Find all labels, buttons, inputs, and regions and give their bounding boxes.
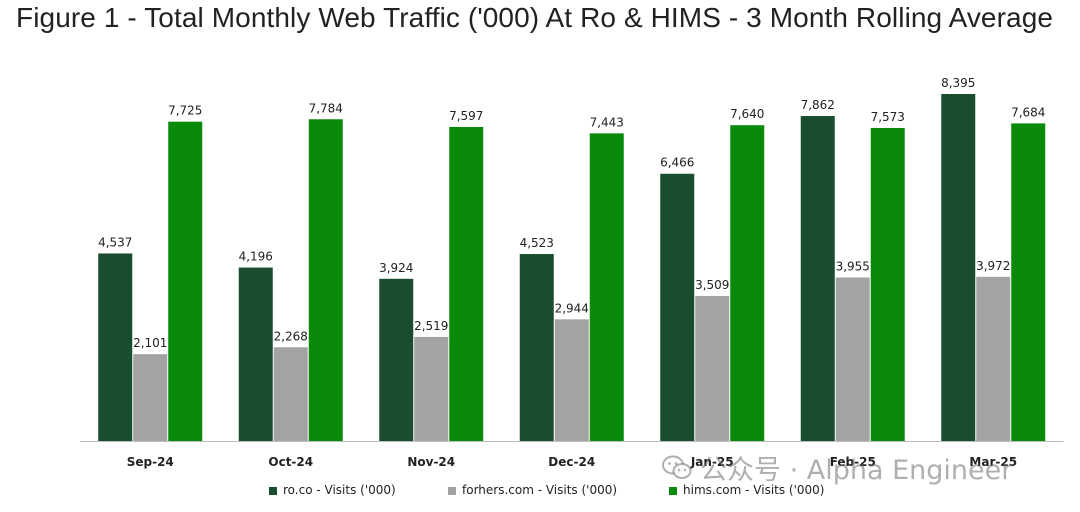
legend-label: hims.com - Visits ('000) <box>683 483 825 497</box>
bar-ro-co-feb-25 <box>800 116 835 441</box>
bar-forhers-com-dec-24 <box>554 319 589 441</box>
bar-hims-com-oct-24 <box>308 119 343 441</box>
data-label: 7,640 <box>730 107 764 121</box>
data-label: 2,268 <box>274 329 308 343</box>
legend-swatch <box>669 487 677 495</box>
bar-hims-com-dec-24 <box>589 133 624 441</box>
x-tick-label: Oct-24 <box>268 455 313 469</box>
x-tick-label: Sep-24 <box>127 455 174 469</box>
legend-label: forhers.com - Visits ('000) <box>462 483 617 497</box>
data-label: 6,466 <box>660 156 694 170</box>
data-label: 4,537 <box>98 235 132 249</box>
data-label: 2,519 <box>414 319 448 333</box>
data-label: 7,443 <box>590 115 624 129</box>
legend-swatch <box>269 487 277 495</box>
data-label: 2,944 <box>555 301 589 315</box>
category-labels-layer: Sep-24 Oct-24 Nov-24 Dec-24 Jan-25 Feb-25 Mar-… <box>127 455 1017 469</box>
data-label: 7,684 <box>1011 105 1045 119</box>
data-label: 4,523 <box>520 236 554 250</box>
legend-item-forhers-com: forhers.com - Visits ('000) <box>448 483 617 497</box>
bar-forhers-com-jan-25 <box>695 295 730 441</box>
data-label: 7,784 <box>309 101 343 115</box>
bar-hims-com-nov-24 <box>449 126 484 442</box>
data-label: 8,395 <box>941 76 975 90</box>
bar-forhers-com-nov-24 <box>414 336 449 441</box>
data-label: 4,196 <box>239 250 273 264</box>
legend: ro.co - Visits ('000) forhers.com - Visit… <box>269 483 825 497</box>
data-label: 7,573 <box>871 110 905 124</box>
x-tick-label: Jan-25 <box>690 455 734 469</box>
data-label: 3,509 <box>695 278 729 292</box>
bar-hims-com-sep-24 <box>168 121 203 442</box>
x-tick-label: Feb-25 <box>830 455 876 469</box>
data-label: 7,725 <box>168 104 202 118</box>
bar-forhers-com-feb-25 <box>835 277 870 441</box>
data-label: 3,955 <box>836 260 870 274</box>
data-label: 3,924 <box>379 261 413 275</box>
bar-hims-com-mar-25 <box>1011 123 1046 442</box>
bar-ro-co-nov-24 <box>379 278 414 441</box>
bar-ro-co-oct-24 <box>238 267 273 441</box>
chart-title: Figure 1 - Total Monthly Web Traffic ('0… <box>16 2 1054 33</box>
bar-ro-co-jan-25 <box>660 173 695 442</box>
bar-ro-co-mar-25 <box>941 94 976 441</box>
data-label: 2,101 <box>133 336 167 350</box>
bar-ro-co-dec-24 <box>519 254 554 441</box>
x-tick-label: Nov-24 <box>407 455 455 469</box>
bar-hims-com-feb-25 <box>870 127 905 441</box>
data-label: 3,972 <box>976 259 1010 273</box>
legend-label: ro.co - Visits ('000) <box>283 483 396 497</box>
bar-ro-co-sep-24 <box>98 253 133 441</box>
bars-layer <box>98 94 1046 442</box>
bar-hims-com-jan-25 <box>730 125 765 441</box>
x-tick-label: Dec-24 <box>548 455 595 469</box>
legend-swatch <box>448 487 456 495</box>
bar-forhers-com-sep-24 <box>133 354 168 441</box>
bar-forhers-com-mar-25 <box>976 276 1011 441</box>
data-label: 7,862 <box>801 98 835 112</box>
value-labels-layer: 4,537 2,101 7,725 4,196 2,268 7,784 3,924 2,519… <box>98 76 1045 350</box>
legend-item-ro-co: ro.co - Visits ('000) <box>269 483 396 497</box>
bar-forhers-com-oct-24 <box>273 347 308 441</box>
data-label: 7,597 <box>449 109 483 123</box>
x-tick-label: Mar-25 <box>969 455 1017 469</box>
legend-item-hims-com: hims.com - Visits ('000) <box>669 483 825 497</box>
